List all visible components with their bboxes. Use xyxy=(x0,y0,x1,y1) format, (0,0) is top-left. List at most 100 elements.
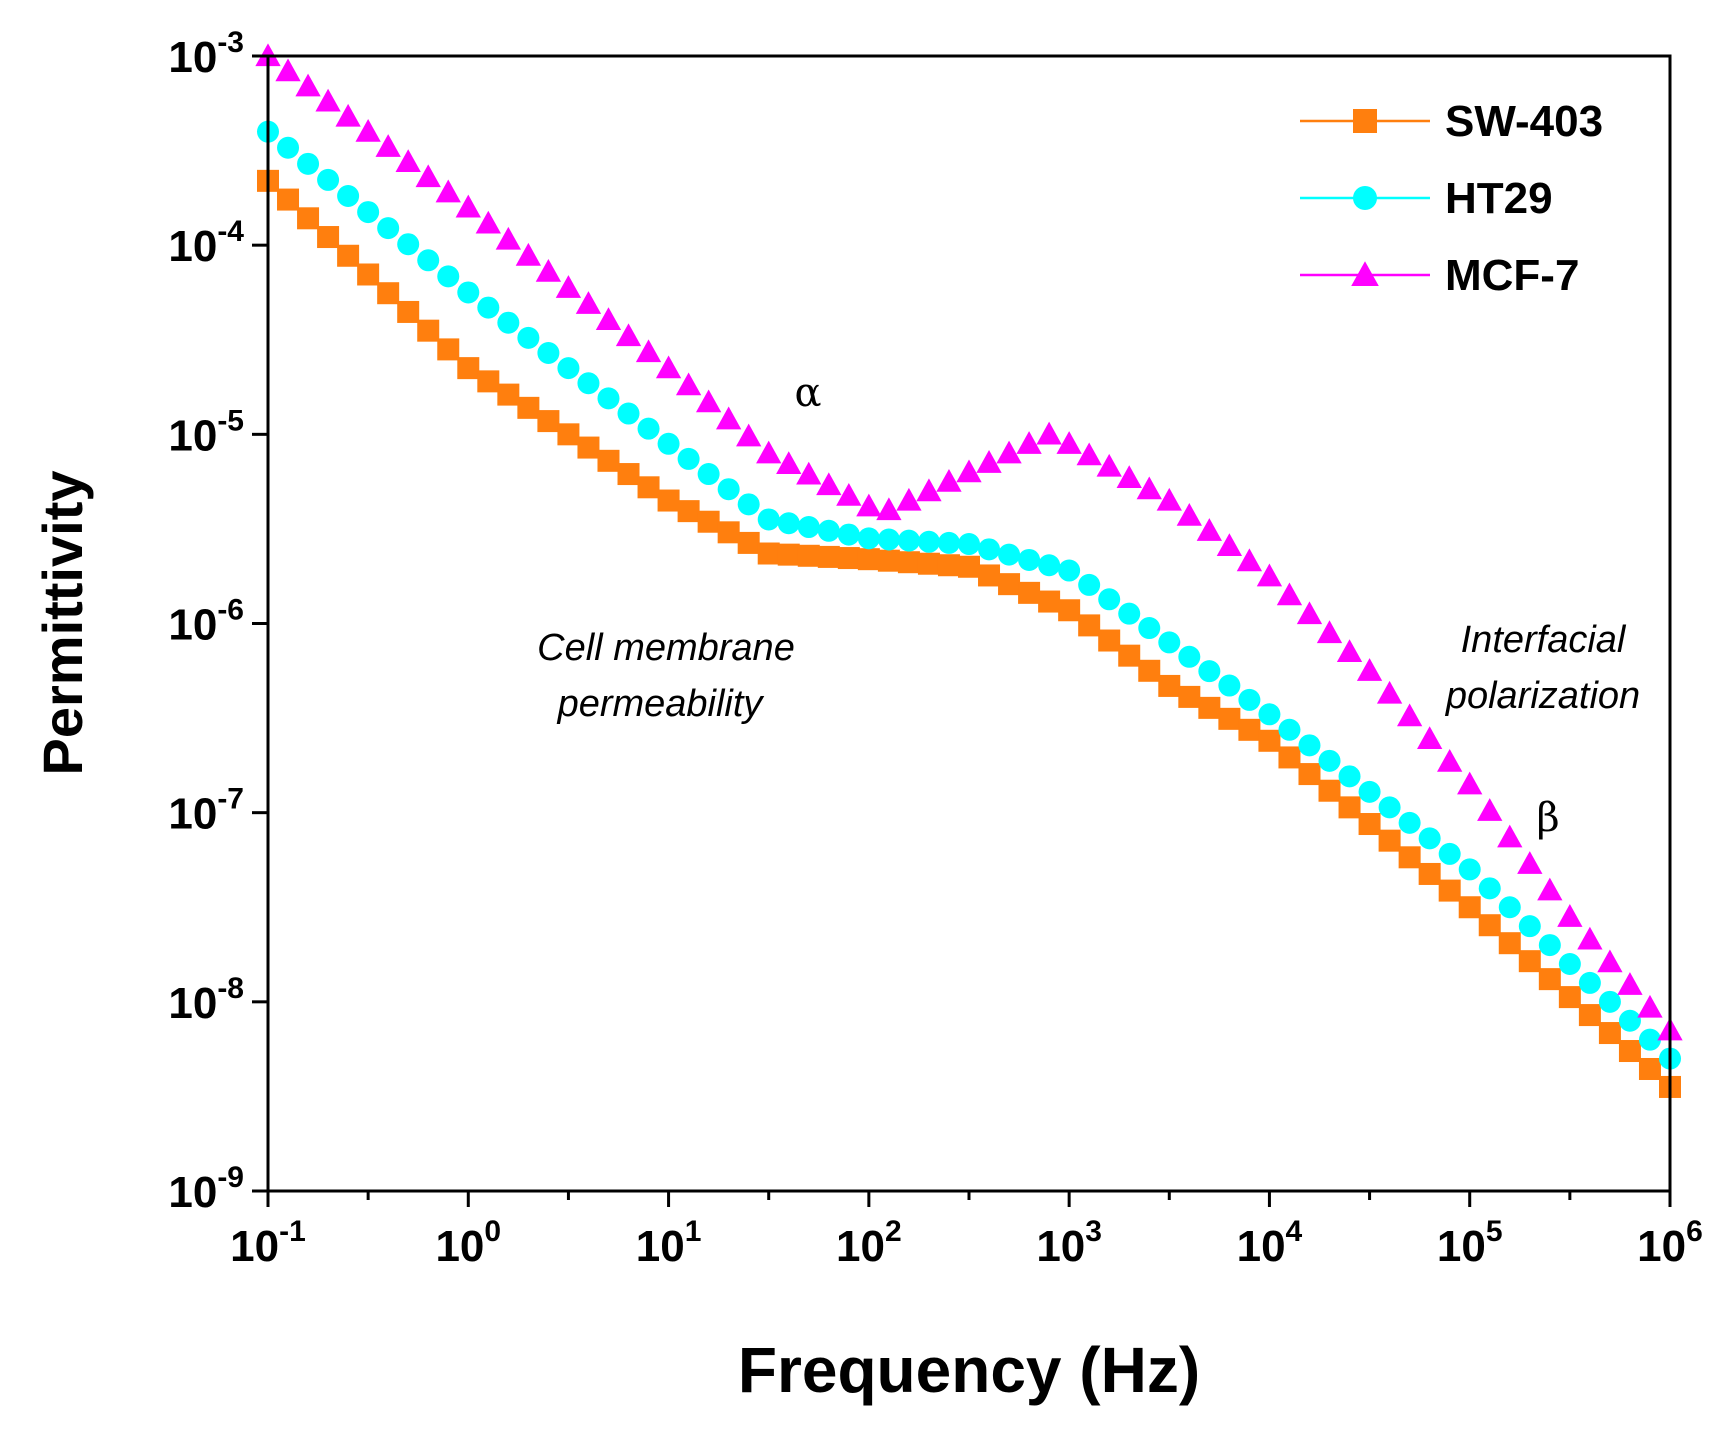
data-point xyxy=(837,523,860,546)
data-point xyxy=(617,463,640,486)
data-point xyxy=(437,265,460,288)
data-point xyxy=(417,319,440,342)
data-point xyxy=(557,423,580,446)
legend-label: HT29 xyxy=(1445,174,1553,223)
data-point xyxy=(1218,674,1241,697)
data-point xyxy=(996,440,1022,464)
data-point xyxy=(1178,645,1201,668)
x-tick-label: 102 xyxy=(836,1215,902,1271)
data-point xyxy=(1358,780,1381,803)
data-point xyxy=(1076,442,1102,466)
data-point xyxy=(355,119,381,142)
data-point xyxy=(857,548,880,571)
data-point xyxy=(897,529,920,552)
data-point xyxy=(697,463,720,486)
data-point xyxy=(1418,862,1441,885)
data-point xyxy=(337,184,360,207)
data-point xyxy=(1318,779,1341,802)
data-point xyxy=(1577,926,1603,950)
data-point xyxy=(736,423,762,447)
data-point xyxy=(415,164,441,188)
y-axis-title: Permittivity xyxy=(31,471,94,776)
data-point xyxy=(1398,846,1421,869)
data-point xyxy=(978,564,1001,587)
data-point xyxy=(1618,1009,1641,1032)
data-point xyxy=(1056,431,1082,454)
data-point xyxy=(1637,994,1663,1018)
data-point xyxy=(317,168,340,191)
x-axis-title: Frequency (Hz) xyxy=(738,1334,1200,1406)
data-point xyxy=(697,510,720,533)
data-point xyxy=(495,226,521,250)
data-point xyxy=(557,357,580,380)
data-point xyxy=(816,472,842,496)
data-point xyxy=(1176,503,1202,526)
data-point xyxy=(757,508,780,531)
data-point xyxy=(1258,729,1281,752)
y-tick-label: 10-8 xyxy=(168,972,244,1028)
data-point xyxy=(1078,614,1101,637)
data-point xyxy=(277,188,300,211)
data-point xyxy=(776,451,802,474)
data-point xyxy=(937,554,960,577)
data-point xyxy=(958,555,980,578)
data-point xyxy=(757,542,780,565)
legend-marker xyxy=(1351,261,1379,287)
data-point xyxy=(1458,896,1481,919)
data-point xyxy=(535,259,562,282)
y-tick-label: 10-6 xyxy=(168,594,244,650)
data-point xyxy=(675,372,702,396)
data-point xyxy=(1138,659,1161,682)
data-point xyxy=(357,263,380,286)
annotation-cell-membrane: Cell membrane xyxy=(537,627,795,669)
data-point xyxy=(677,447,700,470)
data-point xyxy=(998,543,1021,566)
data-point xyxy=(1578,971,1601,994)
data-point xyxy=(615,323,642,347)
data-point xyxy=(597,387,620,410)
data-point xyxy=(1158,674,1181,697)
series-mcf-7 xyxy=(255,43,1683,1041)
data-point xyxy=(1517,851,1543,874)
data-point xyxy=(1638,1057,1661,1080)
data-point xyxy=(1238,718,1261,741)
data-point xyxy=(1457,771,1483,795)
legend-item-sw-403: SW-403 xyxy=(1300,97,1603,146)
y-tick-label: 10-5 xyxy=(168,404,244,460)
data-point xyxy=(958,533,980,556)
data-point xyxy=(1098,629,1121,652)
data-point xyxy=(337,244,360,267)
data-markers xyxy=(255,43,1683,1098)
data-point xyxy=(1276,582,1303,606)
y-tick-label: 10-7 xyxy=(168,783,244,839)
data-point xyxy=(737,493,760,516)
series-ht29 xyxy=(257,120,1681,1070)
data-point xyxy=(1036,421,1062,445)
data-point xyxy=(1538,934,1561,957)
data-point xyxy=(1378,796,1401,819)
data-point xyxy=(315,88,341,112)
data-point xyxy=(956,459,982,483)
data-point xyxy=(637,476,660,499)
data-point xyxy=(437,338,460,361)
data-point xyxy=(555,275,582,298)
data-point xyxy=(1438,842,1461,865)
data-point xyxy=(877,528,900,551)
data-point xyxy=(335,103,361,127)
data-point xyxy=(1537,877,1563,901)
annotation-polarization: polarization xyxy=(1445,675,1640,717)
data-point xyxy=(517,396,540,419)
data-point xyxy=(297,152,320,175)
x-tick-label: 106 xyxy=(1637,1215,1703,1271)
legend-marker xyxy=(1353,186,1377,210)
y-tick-label: 10-9 xyxy=(168,1161,244,1217)
data-point xyxy=(1598,990,1621,1013)
data-point xyxy=(1278,746,1301,769)
data-point xyxy=(916,478,942,502)
data-point xyxy=(1058,559,1081,582)
data-point xyxy=(817,519,840,542)
data-point xyxy=(1218,707,1241,730)
data-point xyxy=(417,249,440,272)
x-tick-label: 105 xyxy=(1437,1215,1503,1271)
data-point xyxy=(397,233,420,256)
